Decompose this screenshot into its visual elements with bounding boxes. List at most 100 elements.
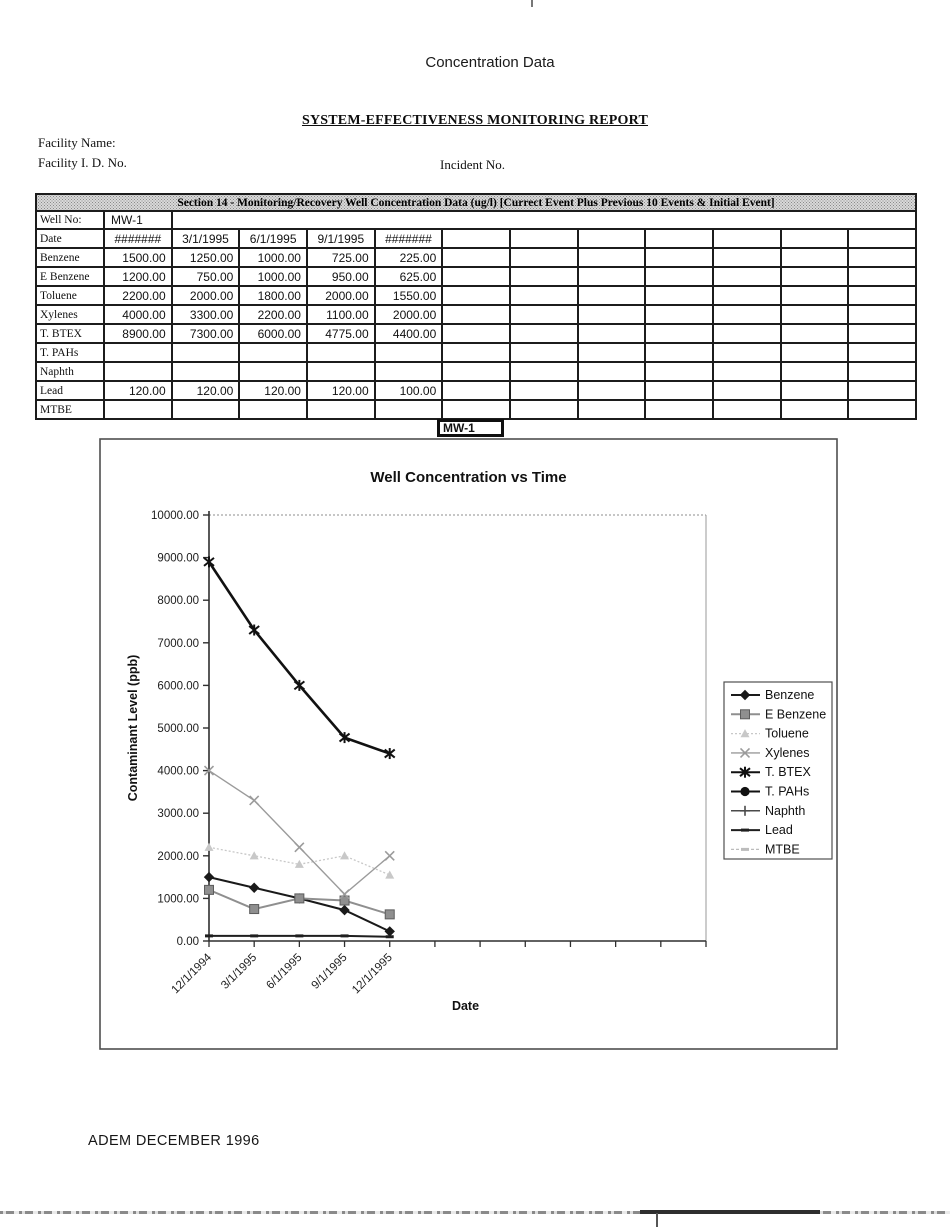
value-cell	[103, 342, 173, 363]
scan-artifact-tick	[656, 1213, 658, 1227]
date-cell	[711, 228, 782, 249]
value-cell: 3300.00	[170, 304, 241, 325]
analyte-label: Benzene	[35, 247, 105, 268]
value-cell	[847, 266, 917, 287]
value-cell	[576, 380, 647, 401]
value-cell	[170, 361, 241, 382]
value-cell	[711, 399, 782, 420]
chart-legend: Benzene E Benzene Toluene Xylenes T. BTEX T. …	[723, 681, 833, 860]
value-cell	[847, 361, 917, 382]
date-cell	[441, 228, 511, 249]
value-cell	[644, 361, 714, 382]
value-cell	[644, 285, 714, 306]
value-cell	[847, 304, 917, 325]
legend-label: Lead	[765, 823, 793, 837]
analyte-label: T. BTEX	[35, 323, 105, 344]
value-cell	[711, 361, 782, 382]
value-cell	[508, 247, 579, 268]
value-cell: 1000.00	[238, 247, 308, 268]
value-cell	[711, 323, 782, 344]
facility-name-label: Facility Name:	[38, 135, 116, 150]
value-cell	[779, 361, 850, 382]
well-concentration-chart: Well Concentration vs Time 0.00 1000.00 200…	[99, 438, 838, 1050]
table-section-title: Section 14 - Monitoring/Recovery Well Co…	[35, 193, 917, 212]
value-cell	[711, 247, 782, 268]
value-cell	[373, 361, 444, 382]
series-lead	[205, 934, 394, 939]
value-cell	[576, 361, 647, 382]
value-cell: 120.00	[103, 380, 173, 401]
value-cell	[711, 266, 782, 287]
table-date-row: Date ####### 3/1/1995 6/1/1995 9/1/1995 #####…	[35, 228, 917, 249]
date-cell	[576, 228, 647, 249]
table-row: Xylenes 4000.00 3300.00 2200.00 1100.00 2000.…	[35, 304, 917, 325]
value-cell	[779, 399, 850, 420]
legend-label: Naphth	[765, 804, 805, 818]
page-title: Concentration Data	[425, 54, 555, 71]
x-axis-title: Date	[452, 999, 479, 1013]
chart-svg: Well Concentration vs Time 0.00 1000.00 200…	[99, 438, 838, 1050]
value-cell	[847, 342, 917, 363]
value-cell	[644, 399, 714, 420]
value-cell	[847, 380, 917, 401]
value-cell	[508, 361, 579, 382]
y-tick-label: 7000.00	[157, 638, 199, 650]
value-cell	[576, 285, 647, 306]
table-row: MTBE	[35, 399, 917, 420]
value-cell	[508, 323, 579, 344]
table-row: E Benzene 1200.00 750.00 1000.00 950.00 625.0…	[35, 266, 917, 287]
table-row: Lead 120.00 120.00 120.00 120.00 100.00	[35, 380, 917, 401]
analyte-label: Lead	[35, 380, 105, 401]
value-cell	[441, 342, 511, 363]
value-cell: 2200.00	[103, 285, 173, 306]
value-cell	[711, 342, 782, 363]
value-cell	[711, 304, 782, 325]
value-cell: 1200.00	[103, 266, 173, 287]
value-cell	[373, 342, 444, 363]
well-no-value: MW-1	[103, 210, 173, 230]
value-cell: 6000.00	[238, 323, 308, 344]
value-cell	[305, 361, 376, 382]
value-cell	[847, 399, 917, 420]
value-cell	[373, 399, 444, 420]
chart-well-callout: MW-1	[437, 419, 504, 437]
value-cell	[779, 380, 850, 401]
value-cell: 750.00	[170, 266, 241, 287]
y-tick-label: 4000.00	[157, 766, 199, 778]
incident-no-label: Incident No.	[440, 157, 505, 172]
value-cell	[644, 266, 714, 287]
analyte-label: E Benzene	[35, 266, 105, 287]
value-cell: 7300.00	[170, 323, 241, 344]
date-cell	[779, 228, 850, 249]
value-cell	[238, 342, 308, 363]
footer-text: ADEM DECEMBER 1996	[88, 1133, 260, 1149]
value-cell	[779, 266, 850, 287]
value-cell: 1000.00	[238, 266, 308, 287]
value-cell	[779, 285, 850, 306]
value-cell	[576, 247, 647, 268]
y-axis-title: Contaminant Level (ppb)	[126, 655, 140, 802]
well-no-label: Well No:	[35, 210, 105, 230]
value-cell: 2000.00	[170, 285, 241, 306]
value-cell	[305, 342, 376, 363]
legend-label: Benzene	[765, 688, 814, 702]
series-xylenes	[203, 765, 395, 900]
value-cell: 2000.00	[373, 304, 444, 325]
y-tick-label: 3000.00	[157, 808, 199, 820]
value-cell: 4000.00	[103, 304, 173, 325]
value-cell	[441, 304, 511, 325]
value-cell	[441, 361, 511, 382]
y-tick-label: 1000.00	[157, 893, 199, 905]
value-cell	[644, 304, 714, 325]
analyte-label: Naphth	[35, 361, 105, 382]
value-cell	[103, 399, 173, 420]
value-cell: 625.00	[373, 266, 444, 287]
legend-label: MTBE	[765, 842, 800, 856]
value-cell	[847, 247, 917, 268]
scan-artifact-line-dark	[640, 1210, 820, 1214]
value-cell	[779, 323, 850, 344]
date-cell	[847, 228, 917, 249]
series-e-benzene	[204, 884, 395, 920]
legend-label: T. PAHs	[765, 785, 809, 799]
value-cell	[170, 342, 241, 363]
